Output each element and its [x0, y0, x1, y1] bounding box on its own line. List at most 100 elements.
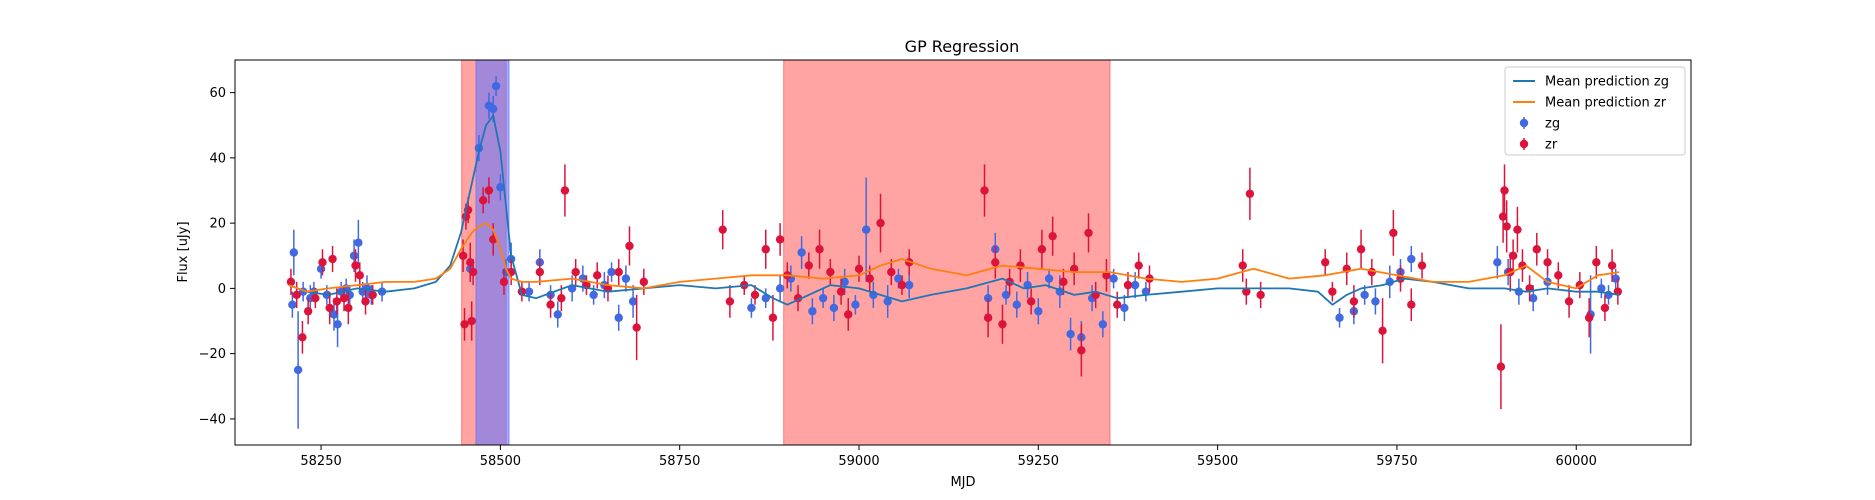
zr-point-103: [1532, 245, 1541, 254]
zr-point-80: [1242, 287, 1251, 296]
zr-point-46: [775, 235, 785, 244]
legend-label-2: zg: [1545, 117, 1560, 132]
y-axis: −40 −20 0 20 40 60: [199, 86, 235, 427]
zr-point-60: [980, 186, 989, 195]
zg-point-33: [589, 290, 598, 300]
zg-point-69: [1141, 287, 1151, 296]
zr-point-104: [1543, 258, 1552, 267]
zr-point-105: [1554, 271, 1563, 280]
zg-point-39: [747, 303, 756, 313]
x-tick-label-58500: 58500: [480, 454, 521, 469]
zr-point-56: [876, 218, 885, 228]
zg-point-38: [628, 297, 638, 306]
zr-point-110: [1600, 303, 1610, 313]
zr-point-15: [458, 251, 468, 260]
zr-point-50: [815, 245, 824, 254]
zg-point-73: [1371, 297, 1380, 306]
zr-point-5: [318, 258, 327, 267]
y-tick-label--40: −40: [199, 412, 226, 427]
zr-point-94: [1496, 362, 1506, 371]
zg-point-22: [489, 104, 498, 114]
zr-point-75: [1113, 300, 1122, 309]
line-mean-prediction-zg: [288, 114, 1620, 306]
x-tick-label-58750: 58750: [659, 454, 700, 469]
x-tick-label-58250: 58250: [300, 454, 341, 469]
plot-content: [286, 60, 1623, 445]
legend-label-1: Mean prediction zr: [1545, 96, 1667, 111]
zg-point-36: [614, 313, 623, 322]
x-tick-label-59750: 59750: [1376, 454, 1417, 469]
zr-point-31: [560, 186, 570, 195]
zr-point-70: [1069, 264, 1079, 274]
zg-point-60: [1044, 274, 1054, 283]
zg-point-1: [289, 248, 299, 257]
x-tick-label-60000: 60000: [1556, 454, 1597, 469]
zr-point-53: [844, 310, 853, 319]
zr-point-58: [897, 280, 907, 290]
zg-point-27: [524, 287, 534, 296]
zg-point-67: [1120, 303, 1129, 313]
zr-point-22: [478, 196, 488, 205]
zr-point-52: [836, 287, 846, 296]
zg-point-37: [621, 274, 631, 283]
x-tick-label-59250: 59250: [1018, 454, 1059, 469]
zg-point-53: [905, 280, 914, 290]
zr-point-65: [1016, 261, 1025, 270]
legend-swatch-3: [1519, 139, 1529, 149]
zr-point-23: [484, 186, 494, 195]
chart-title: GP Regression: [905, 37, 1020, 56]
zr-point-100: [1513, 225, 1522, 234]
zr-point-14: [368, 290, 377, 300]
zr-point-84: [1328, 287, 1337, 296]
zr-point-87: [1356, 245, 1366, 254]
zr-point-111: [1607, 261, 1617, 270]
zg-point-24: [496, 183, 505, 192]
zg-point-68: [1130, 280, 1140, 290]
zg-point-2: [293, 365, 303, 375]
y-tick-label-40: 40: [209, 151, 226, 166]
zg-point-49: [861, 225, 871, 234]
x-axis: 58250 58500 58750 59000 59250 59500 59750 60000: [300, 445, 1597, 469]
y-axis-label: Flux [uJy]: [176, 221, 191, 282]
zg-point-9: [333, 320, 342, 329]
zg-point-44: [808, 307, 817, 316]
zr-point-39: [639, 277, 649, 287]
zr-point-69: [1059, 277, 1068, 287]
zg-point-57: [1012, 300, 1021, 309]
zr-point-44: [761, 245, 770, 254]
y-tick-label-20: 20: [209, 217, 226, 232]
zg-point-0: [288, 300, 297, 309]
zr-point-54: [854, 264, 864, 274]
zr-point-9: [339, 293, 349, 303]
zr-point-28: [535, 267, 545, 277]
zg-point-76: [1407, 254, 1416, 264]
zg-point-8: [329, 310, 339, 319]
zr-point-19: [466, 258, 475, 267]
zg-point-23: [491, 81, 501, 91]
zr-point-12: [355, 271, 364, 280]
zr-point-67: [1037, 245, 1047, 254]
y-tick-label--20: −20: [199, 347, 226, 362]
zr-point-32: [571, 267, 580, 277]
zg-point-72: [1360, 290, 1369, 300]
zg-point-70: [1335, 313, 1344, 322]
zr-point-29: [546, 300, 555, 309]
zg-point-14: [354, 238, 363, 247]
zg-point-41: [775, 284, 785, 293]
zg-point-77: [1493, 258, 1502, 267]
zg-point-52: [894, 274, 903, 283]
zr-point-57: [887, 267, 896, 277]
zr-point-108: [1584, 313, 1594, 322]
zr-point-7: [328, 254, 337, 264]
zr-point-25: [499, 277, 509, 287]
legend-box: [1504, 66, 1686, 156]
zg-point-46: [829, 303, 839, 313]
zr-point-45: [768, 313, 778, 322]
zr-point-8: [332, 297, 342, 306]
zr-point-4: [311, 293, 320, 303]
zr-point-38: [632, 323, 641, 332]
zr-point-77: [1134, 261, 1143, 270]
zg-point-80: [1529, 293, 1538, 303]
plot-area: [286, 60, 1623, 445]
zr-point-11: [351, 261, 360, 270]
